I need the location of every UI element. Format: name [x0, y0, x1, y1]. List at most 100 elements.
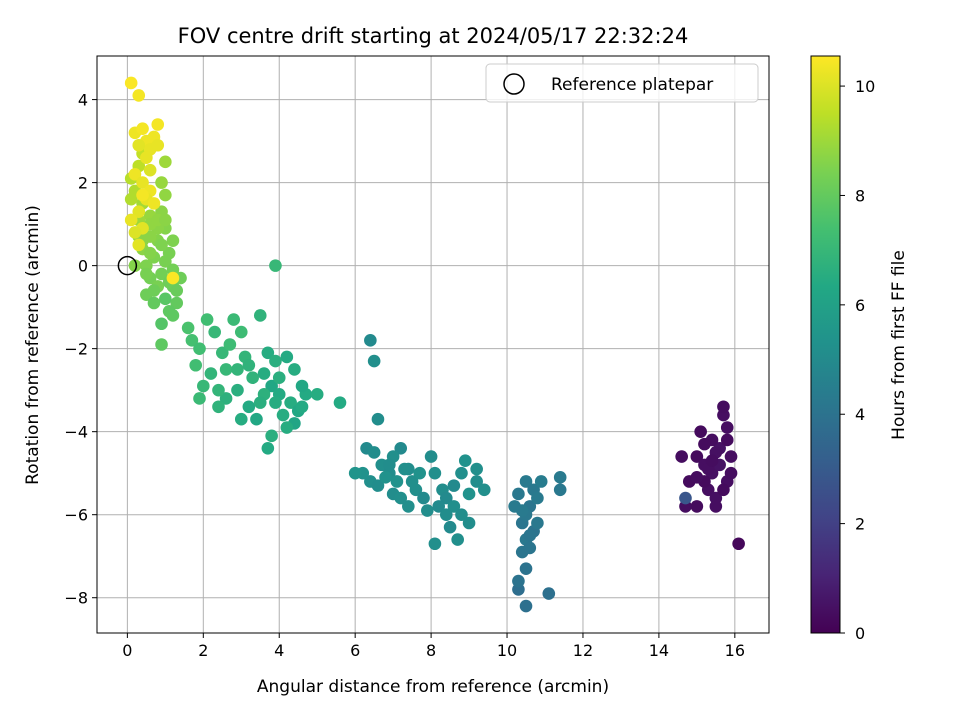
- data-point: [246, 371, 259, 385]
- data-point: [280, 350, 294, 364]
- data-point: [428, 537, 442, 551]
- data-point: [261, 441, 275, 455]
- data-point: [151, 118, 165, 131]
- data-point: [523, 541, 537, 555]
- data-point: [128, 168, 142, 181]
- y-tick-label: −6: [64, 506, 88, 525]
- data-point: [553, 471, 567, 484]
- data-point: [140, 151, 153, 165]
- data-point: [512, 487, 525, 501]
- data-point: [717, 483, 730, 497]
- axis-ticks: 0 2 4 6 8 10 12 14 16 −8 −6 −4 −2 0 2 4: [64, 91, 745, 660]
- chart-title: FOV centre drift starting at 2024/05/17 …: [178, 24, 689, 48]
- x-tick-label: 12: [573, 641, 593, 660]
- data-point: [405, 475, 419, 488]
- data-point: [675, 450, 688, 463]
- data-point: [451, 533, 464, 546]
- data-point: [398, 462, 411, 476]
- x-tick-label: 2: [198, 641, 208, 660]
- x-tick-label: 0: [122, 641, 132, 660]
- data-point: [193, 392, 206, 405]
- colorbar-tick-label: 6: [855, 296, 865, 315]
- data-point: [189, 358, 203, 372]
- data-point: [379, 471, 392, 484]
- data-point: [269, 259, 282, 272]
- data-point: [424, 450, 438, 463]
- data-point: [132, 205, 146, 218]
- legend: Reference platepar: [485, 63, 759, 103]
- data-point: [231, 383, 244, 397]
- x-tick-label: 10: [497, 641, 517, 660]
- data-point: [523, 529, 537, 542]
- data-point: [367, 354, 381, 368]
- data-point: [269, 396, 282, 409]
- data-point: [132, 138, 146, 152]
- colorbar-tick-label: 0: [855, 624, 865, 643]
- data-point: [284, 396, 297, 409]
- legend-open-circle-icon: [503, 73, 525, 95]
- data-point: [147, 284, 161, 297]
- data-point: [470, 462, 483, 476]
- data-point: [698, 437, 711, 451]
- data-point: [197, 379, 210, 393]
- data-point: [124, 192, 138, 206]
- data-point: [185, 334, 199, 347]
- data-point: [219, 392, 233, 405]
- x-tick-label: 4: [274, 641, 284, 660]
- data-point: [253, 309, 267, 322]
- x-axis-label: Angular distance from reference (arcmin): [257, 677, 609, 697]
- data-point: [458, 454, 472, 468]
- data-point: [242, 400, 256, 414]
- data-point: [140, 267, 153, 281]
- data-point: [542, 587, 556, 600]
- data-point: [519, 475, 533, 488]
- data-point: [295, 400, 309, 414]
- data-point: [159, 292, 172, 306]
- data-point: [124, 213, 138, 227]
- y-tick-label: −4: [64, 423, 88, 442]
- data-point: [477, 483, 491, 497]
- data-point: [265, 429, 278, 443]
- legend-box: [485, 63, 759, 103]
- data-point: [439, 508, 453, 521]
- data-point: [732, 537, 745, 551]
- data-point: [413, 466, 427, 480]
- data-point: [402, 500, 415, 513]
- data-point: [234, 412, 248, 426]
- x-tick-label: 6: [350, 641, 360, 660]
- data-point: [193, 342, 206, 355]
- colorbar-label: Hours from first FF file: [889, 250, 909, 440]
- data-point: [261, 346, 275, 360]
- data-point: [155, 176, 168, 189]
- data-point: [128, 259, 142, 272]
- scatter-points: [124, 76, 745, 613]
- data-point: [455, 508, 468, 521]
- data-point: [534, 475, 548, 488]
- data-point: [132, 238, 146, 252]
- reference-marker-layer: [117, 255, 138, 276]
- colorbar: 0 2 4 6 8 10 Hours from first FF file: [810, 55, 909, 643]
- data-point: [136, 188, 149, 202]
- data-point: [223, 338, 237, 351]
- data-point: [257, 367, 271, 380]
- data-point: [394, 441, 408, 455]
- data-point: [136, 176, 149, 189]
- data-point: [272, 371, 286, 385]
- colorbar-gradient: [810, 55, 841, 634]
- data-point: [371, 479, 385, 492]
- data-point: [212, 400, 225, 414]
- colorbar-ticks: 0 2 4 6 8 10: [840, 77, 875, 643]
- data-point: [170, 284, 184, 297]
- data-point: [724, 466, 738, 480]
- data-point: [390, 475, 404, 488]
- data-point: [215, 346, 229, 360]
- data-point: [512, 574, 525, 588]
- data-point: [227, 313, 240, 326]
- data-point: [219, 363, 233, 376]
- data-point: [170, 296, 184, 310]
- colorbar-tick-label: 4: [855, 405, 865, 424]
- data-point: [128, 226, 142, 239]
- data-point: [280, 421, 294, 434]
- data-point: [231, 363, 244, 376]
